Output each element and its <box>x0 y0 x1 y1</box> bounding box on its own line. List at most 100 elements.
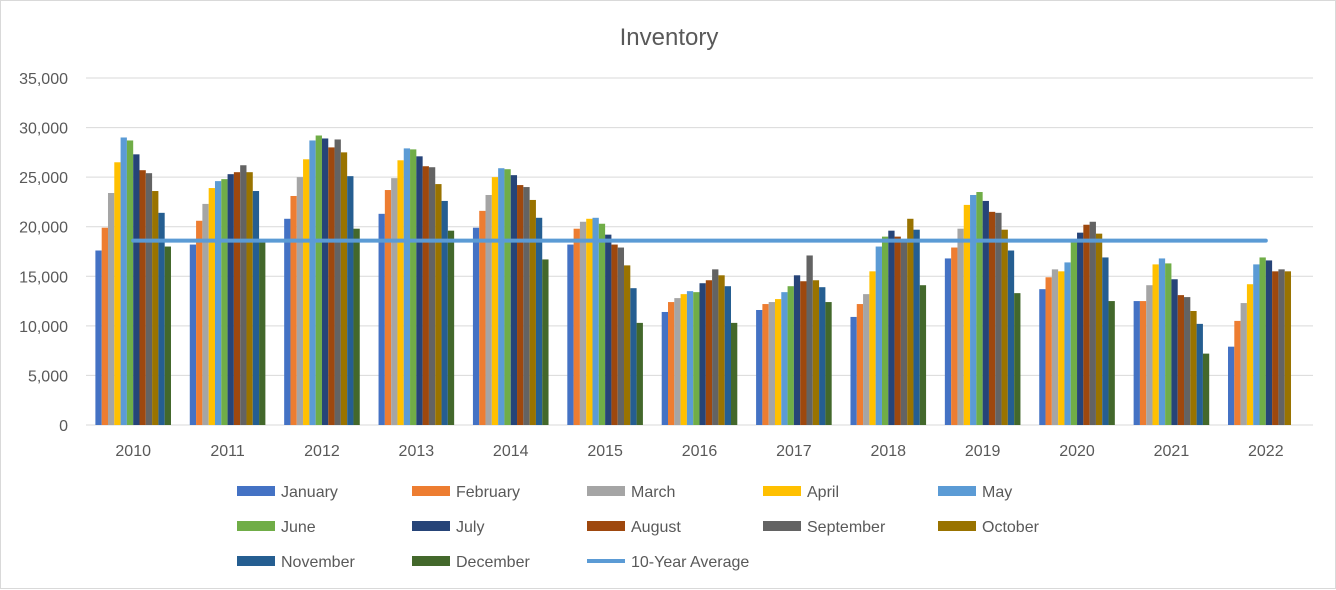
bar-june-2012 <box>315 135 322 425</box>
bar-january-2020 <box>1039 289 1046 425</box>
bar-february-2011 <box>196 220 203 425</box>
bar-april-2022 <box>1246 284 1254 425</box>
bar-october-2015 <box>624 265 631 425</box>
bar-august-2020 <box>1083 224 1090 425</box>
bar-january-2018 <box>850 316 857 425</box>
legend-swatch-august <box>587 521 625 531</box>
bar-december-2014 <box>542 259 549 425</box>
bar-february-2012 <box>290 195 297 425</box>
bar-february-2018 <box>856 304 864 425</box>
bar-march-2018 <box>863 294 870 425</box>
legend-label: 10-Year Average <box>631 554 749 571</box>
bar-may-2018 <box>875 246 882 425</box>
legend-label: November <box>281 554 355 571</box>
bar-october-2011 <box>246 172 253 425</box>
bar-november-2013 <box>441 200 448 425</box>
bar-november-2015 <box>630 288 637 425</box>
bar-october-2019 <box>1001 229 1008 425</box>
legend-label: October <box>982 519 1040 536</box>
bar-october-2014 <box>529 199 536 425</box>
bar-september-2016 <box>712 269 719 425</box>
legend-swatch-september <box>763 521 801 531</box>
bar-march-2019 <box>957 228 964 425</box>
bar-october-2016 <box>718 275 725 425</box>
legend-swatch-february <box>412 486 450 496</box>
x-tick-label: 2011 <box>210 443 245 460</box>
bar-december-2019 <box>1014 293 1021 425</box>
bar-january-2017 <box>756 309 763 425</box>
bar-september-2022 <box>1278 269 1285 425</box>
bar-september-2018 <box>900 239 908 425</box>
bar-september-2017 <box>806 255 813 425</box>
bar-february-2010 <box>101 227 108 425</box>
bar-january-2022 <box>1228 346 1235 425</box>
bar-december-2010 <box>164 246 171 425</box>
bar-february-2013 <box>384 190 392 425</box>
bar-august-2017 <box>800 281 807 425</box>
x-tick-label: 2013 <box>399 443 435 460</box>
legend-swatch-november <box>237 556 275 566</box>
bar-july-2012 <box>321 138 329 425</box>
bar-november-2012 <box>347 176 354 425</box>
bar-april-2019 <box>963 204 971 425</box>
x-tick-label: 2015 <box>587 443 623 460</box>
legend-label: June <box>281 519 316 536</box>
bar-july-2021 <box>1171 279 1178 425</box>
legend-label: September <box>807 519 886 536</box>
bar-april-2010 <box>114 162 121 425</box>
bar-june-2016 <box>693 292 700 425</box>
y-tick-label: 15,000 <box>19 269 68 286</box>
legend-swatch-october <box>938 521 976 531</box>
legend-swatch-january <box>237 486 275 496</box>
bar-may-2010 <box>120 137 127 425</box>
legend-label: February <box>456 484 520 501</box>
bar-december-2017 <box>825 302 832 425</box>
bar-may-2021 <box>1158 258 1166 425</box>
bar-january-2015 <box>567 244 574 425</box>
bar-november-2016 <box>724 286 731 425</box>
legend-label: August <box>631 519 681 536</box>
bar-october-2018 <box>907 218 914 425</box>
bar-december-2013 <box>447 230 455 425</box>
bar-december-2012 <box>353 228 360 425</box>
bar-june-2014 <box>504 169 511 425</box>
bar-september-2014 <box>523 187 530 425</box>
bar-january-2014 <box>472 227 480 425</box>
bar-february-2017 <box>762 304 769 425</box>
bar-october-2010 <box>152 191 159 425</box>
bar-november-2011 <box>252 191 260 425</box>
bar-may-2015 <box>592 217 599 425</box>
bar-december-2018 <box>919 285 927 425</box>
y-tick-label: 0 <box>59 418 68 435</box>
bar-june-2021 <box>1165 263 1172 425</box>
legend-label: April <box>807 484 839 501</box>
bar-august-2011 <box>233 172 241 425</box>
bar-may-2011 <box>214 181 222 425</box>
x-tick-label: 2021 <box>1154 443 1190 460</box>
bar-may-2017 <box>781 292 788 425</box>
bar-november-2014 <box>535 217 543 425</box>
y-axis-ticks: 0 5,000 10,000 15,000 20,000 25,000 30,000 35,0… <box>19 71 68 435</box>
bar-june-2010 <box>126 140 134 425</box>
bars <box>95 135 1292 426</box>
bar-march-2021 <box>1146 285 1153 425</box>
bar-march-2013 <box>391 178 398 425</box>
y-tick-label: 10,000 <box>19 319 68 336</box>
bar-may-2022 <box>1253 264 1260 425</box>
y-tick-label: 5,000 <box>28 368 68 385</box>
bar-july-2017 <box>793 275 801 425</box>
x-tick-label: 2019 <box>965 443 1001 460</box>
bar-march-2010 <box>107 193 115 425</box>
bar-july-2015 <box>605 234 612 425</box>
x-tick-label: 2010 <box>115 443 151 460</box>
bar-may-2014 <box>498 168 505 425</box>
bar-august-2021 <box>1177 295 1185 425</box>
bar-february-2020 <box>1045 277 1052 425</box>
bar-september-2019 <box>995 212 1002 425</box>
bar-january-2010 <box>95 250 102 425</box>
bar-january-2021 <box>1133 301 1140 425</box>
y-tick-label: 30,000 <box>19 121 68 138</box>
bar-october-2013 <box>435 184 442 425</box>
